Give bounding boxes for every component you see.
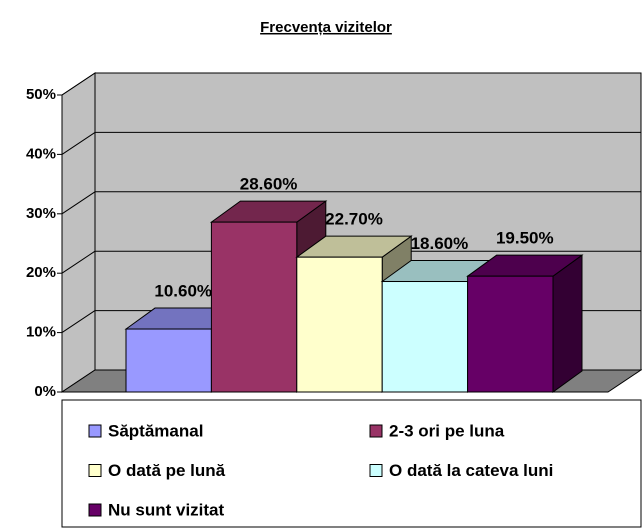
bar [467, 275, 554, 393]
legend-swatch [369, 464, 383, 477]
data-label: 18.60% [411, 234, 469, 253]
legend-swatch [88, 464, 102, 477]
legend-label: Nu sunt vizitat [108, 500, 225, 519]
chart-title: Frecvența vizitelor [260, 19, 392, 36]
y-tick-label: 30% [26, 205, 56, 222]
legend-label: Săptămanal [108, 421, 203, 440]
bar-side [552, 254, 583, 393]
y-tick-label: 0% [34, 383, 56, 400]
legend-swatch [369, 424, 383, 438]
legend [61, 399, 642, 528]
legend-swatch [88, 503, 102, 517]
y-tick-label: 40% [26, 145, 56, 162]
bar [296, 256, 383, 393]
side-wall [61, 72, 96, 393]
legend-label: O dată la cateva luni [389, 461, 553, 480]
data-label: 28.60% [240, 175, 298, 194]
bar [210, 221, 298, 393]
y-tick-label: 20% [26, 264, 56, 281]
grid-line [61, 250, 96, 274]
grid-line [61, 310, 96, 334]
data-label: 22.70% [325, 210, 383, 229]
y-tick-label: 10% [26, 324, 56, 341]
bar [381, 281, 469, 393]
grid-line [61, 191, 96, 215]
legend-label: 2-3 ori pe luna [389, 421, 505, 440]
data-label: 10.60% [154, 282, 212, 301]
grid-line [61, 72, 96, 96]
legend-swatch [88, 424, 102, 438]
legend-label: O dată pe lună [108, 461, 226, 480]
bar [125, 328, 212, 393]
y-tick-label: 50% [26, 86, 56, 103]
grid-line [61, 131, 96, 155]
data-label: 19.50% [496, 229, 554, 248]
